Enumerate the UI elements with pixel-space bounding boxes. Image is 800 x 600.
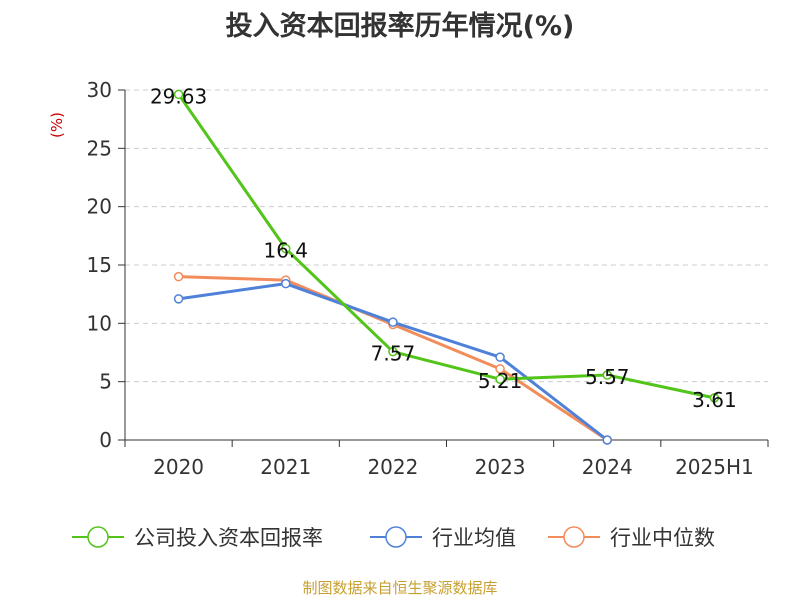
data-point bbox=[495, 374, 505, 384]
x-tick-label: 2021 bbox=[260, 455, 311, 479]
data-point bbox=[173, 271, 184, 282]
legend-marker bbox=[87, 526, 109, 548]
x-tick-label: 2023 bbox=[475, 455, 526, 479]
y-tick-label: 20 bbox=[87, 195, 112, 219]
data-point bbox=[495, 364, 505, 374]
y-axis-label: (%) bbox=[48, 112, 66, 138]
data-label: 5.57 bbox=[585, 365, 630, 389]
legend-label: 行业中位数 bbox=[610, 526, 715, 550]
y-tick-label: 25 bbox=[87, 136, 112, 160]
data-point bbox=[602, 435, 612, 445]
data-point bbox=[281, 278, 291, 289]
data-point bbox=[388, 346, 398, 357]
legend-label: 行业均值 bbox=[432, 526, 516, 550]
x-tick-label: 2020 bbox=[153, 455, 204, 479]
y-tick-label: 30 bbox=[87, 78, 112, 102]
x-tick-label: 2025H1 bbox=[675, 455, 754, 479]
legend-marker bbox=[563, 526, 585, 548]
data-point bbox=[173, 294, 184, 304]
source-footer: 制图数据来自恒生聚源数据库 bbox=[302, 579, 498, 597]
data-label: 29.63 bbox=[150, 84, 207, 108]
x-tick-label: 2024 bbox=[582, 455, 633, 479]
y-tick-label: 5 bbox=[99, 370, 112, 394]
y-tick-label: 15 bbox=[87, 253, 112, 277]
data-label: 5.21 bbox=[478, 369, 523, 393]
data-label: 7.57 bbox=[371, 342, 416, 366]
legend-marker bbox=[385, 526, 407, 548]
y-tick-label: 10 bbox=[87, 311, 112, 335]
data-point bbox=[602, 370, 612, 380]
data-point bbox=[173, 89, 184, 100]
data-point bbox=[281, 243, 291, 254]
legend-label: 公司投入资本回报率 bbox=[134, 526, 323, 550]
data-label: 3.61 bbox=[692, 388, 737, 412]
data-point bbox=[388, 317, 398, 327]
y-tick-label: 0 bbox=[99, 428, 112, 452]
chart-title: 投入资本回报率历年情况(%) bbox=[225, 11, 575, 42]
data-label: 16.4 bbox=[263, 239, 308, 263]
data-point bbox=[709, 393, 720, 403]
series-line-1 bbox=[177, 93, 715, 400]
data-point bbox=[495, 352, 505, 362]
x-tick-label: 2022 bbox=[367, 455, 418, 479]
